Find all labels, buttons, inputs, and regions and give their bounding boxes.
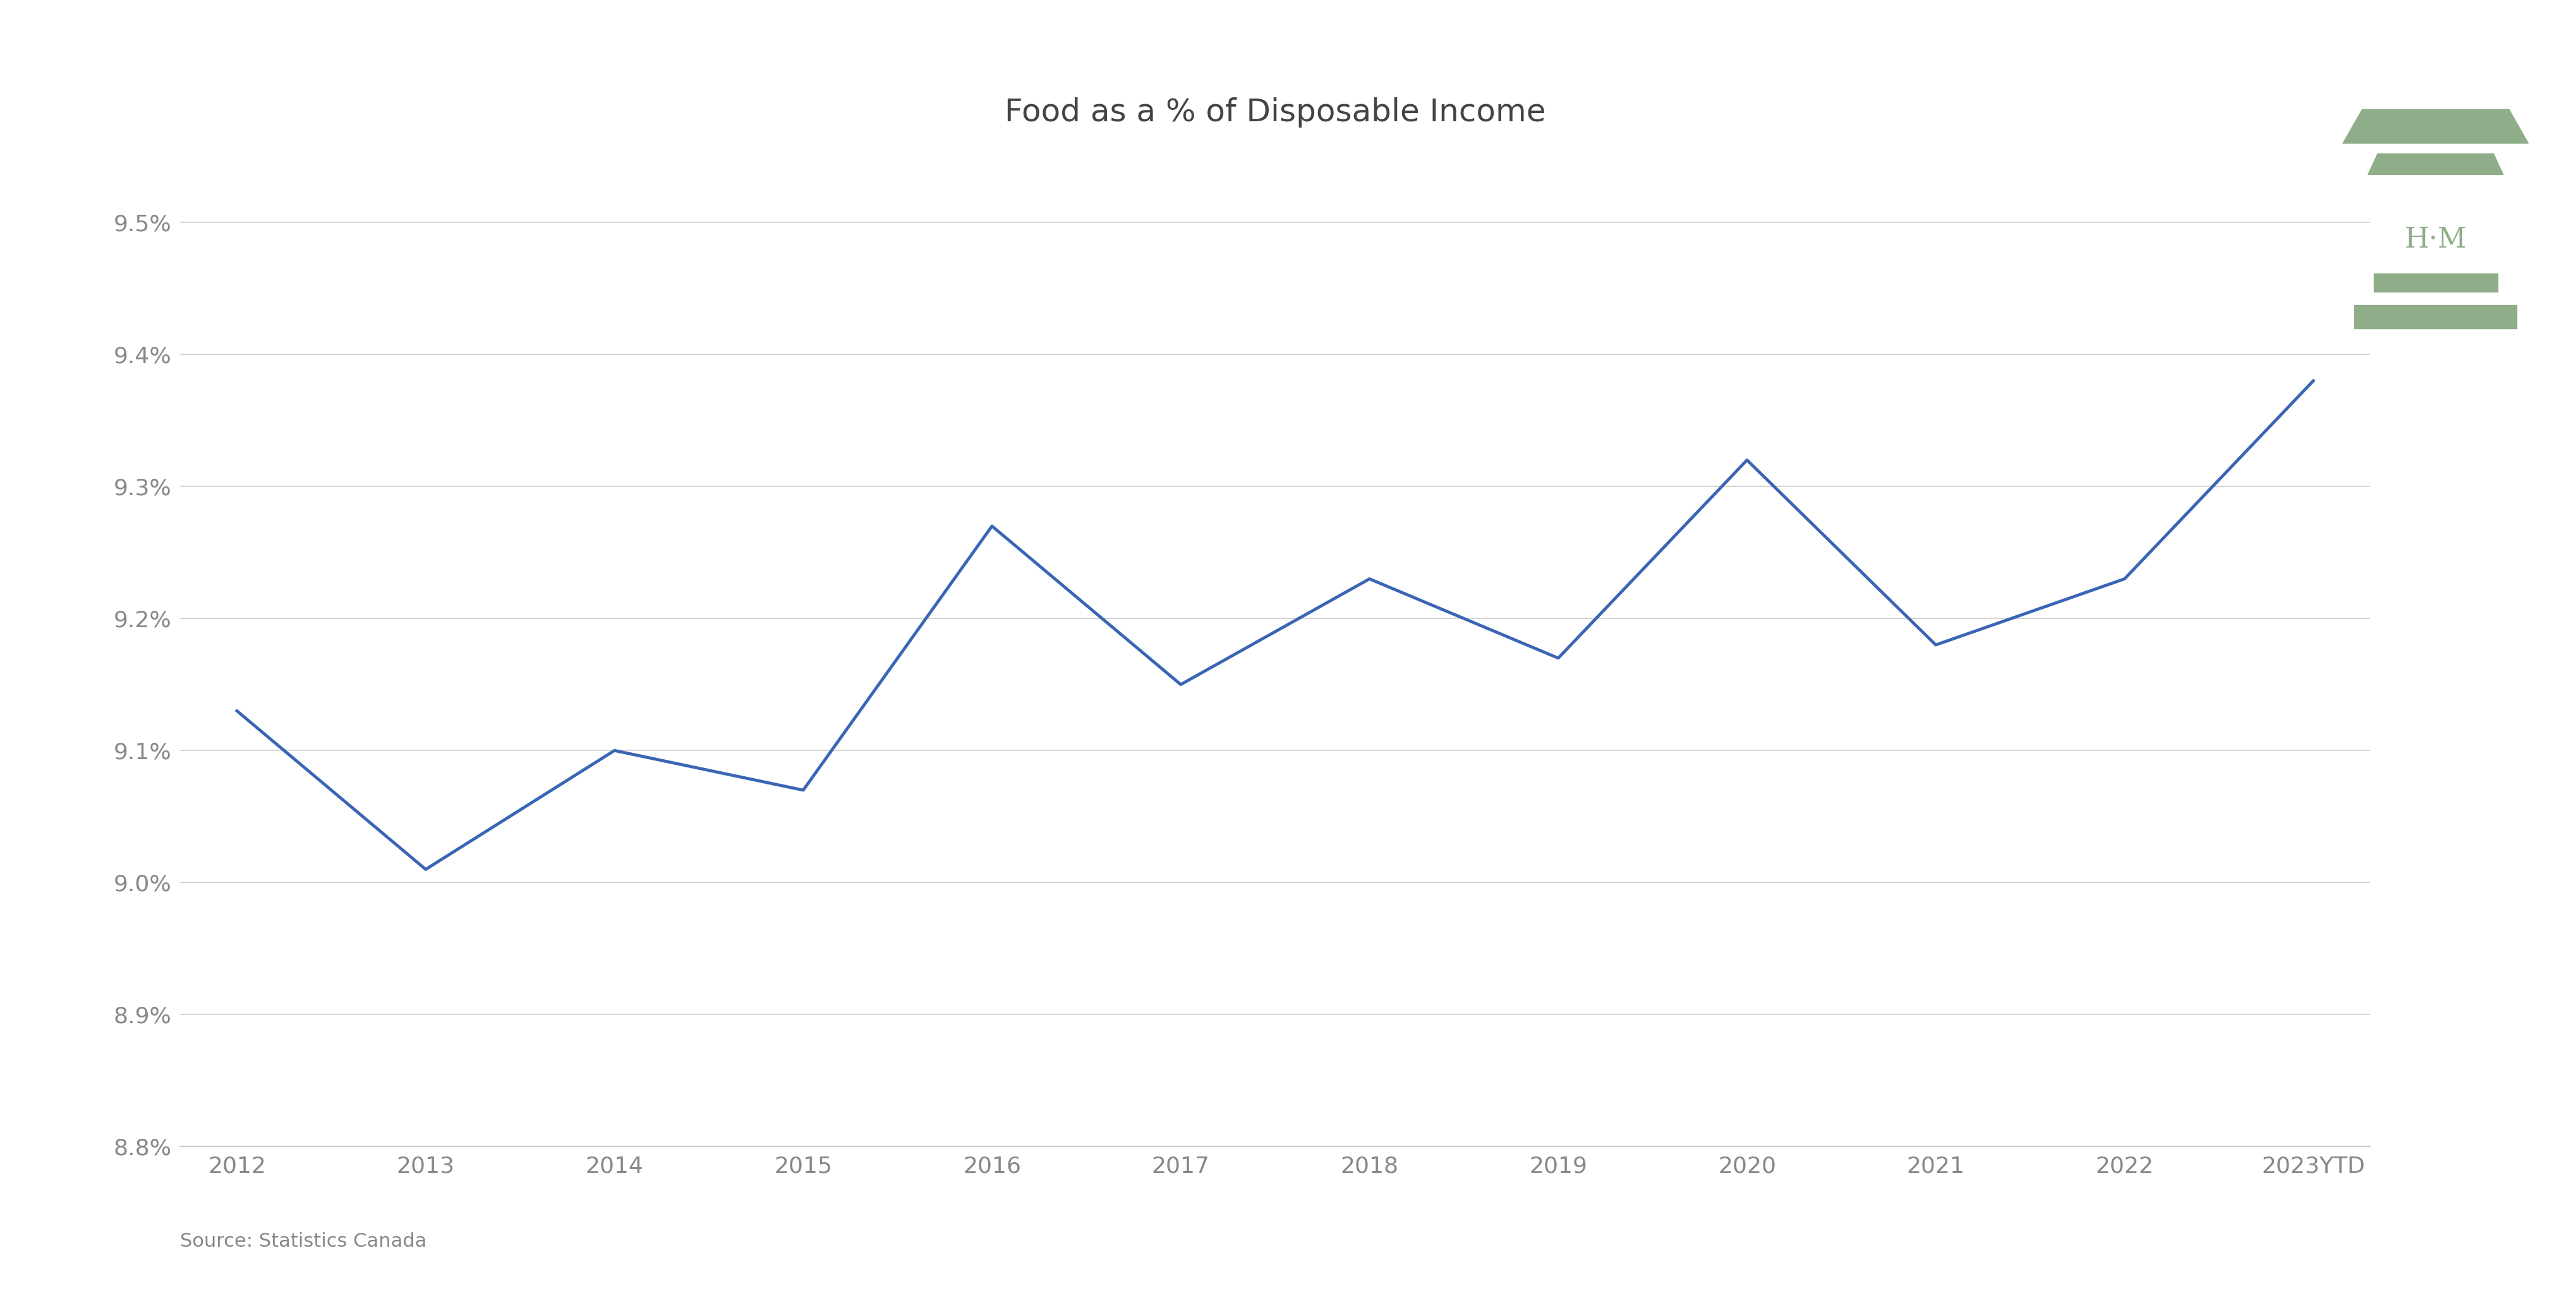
Polygon shape xyxy=(2344,109,2530,143)
Text: Source: Statistics Canada: Source: Statistics Canada xyxy=(180,1233,428,1251)
Text: H·M: H·M xyxy=(2403,227,2468,253)
Polygon shape xyxy=(2367,154,2504,175)
Title: Food as a % of Disposable Income: Food as a % of Disposable Income xyxy=(1005,98,1546,128)
Polygon shape xyxy=(2375,274,2499,292)
Polygon shape xyxy=(2354,305,2517,328)
